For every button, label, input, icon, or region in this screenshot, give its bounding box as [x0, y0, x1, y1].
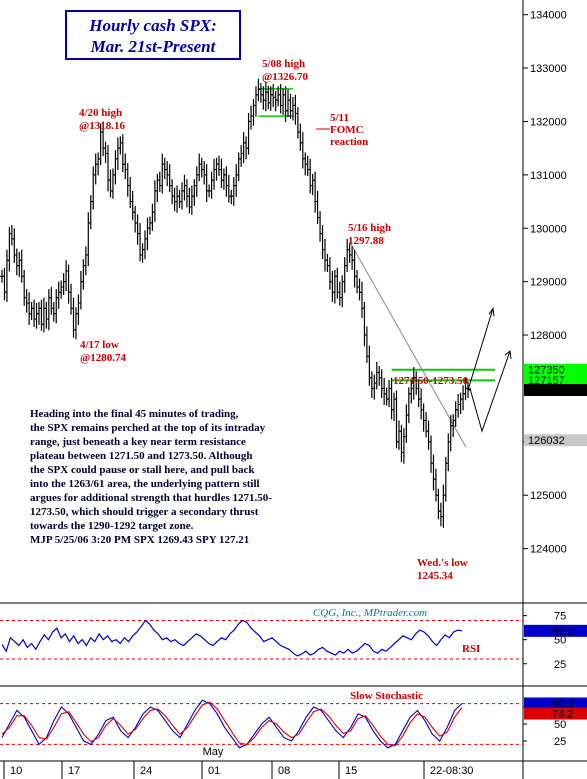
commentary-line-2: the SPX remains perched at the top of it…	[30, 422, 266, 434]
projection-path-1	[467, 308, 494, 391]
commentary-line-9: towards the 1290-1292 target zone.	[30, 520, 194, 532]
annotation-5-11-fomc: 5/11 FOMC reaction	[330, 112, 368, 148]
commentary-line-1: Heading into the final 45 minutes of tra…	[30, 408, 239, 420]
rsi-tick-label: 25	[554, 659, 566, 671]
downtrend-line	[349, 241, 467, 448]
stochastic-k-line	[1, 699, 463, 749]
annotation-5-16-high: 5/16 high 1297.88	[348, 222, 394, 247]
price-flag	[524, 363, 587, 376]
projection-arrow-2	[504, 350, 512, 360]
stochastic-current-flag	[524, 697, 587, 710]
x-axis: May 10 17 24 01 08 15 22-08:30	[3, 746, 473, 779]
price-flag	[524, 434, 587, 447]
resistance-band-label: 1271.50-1273.50	[393, 375, 469, 387]
stochastic-current-label: 74.2	[552, 709, 573, 721]
commentary-line-4: plateau between 1271.50 and 1273.50. Alt…	[30, 450, 252, 462]
commentary-block: Heading into the final 45 minutes of tra…	[30, 408, 272, 546]
annotation-weds-low: Wed.'s low 1245.34	[417, 557, 470, 582]
y-tick-label: 130000	[530, 223, 567, 235]
commentary-line-10: MJP 5/25/06 3:20 PM SPX 1269.43 SPY 127.…	[30, 534, 249, 546]
y-tick-label: 132000	[530, 116, 567, 128]
x-tick-label: 24	[140, 765, 152, 777]
projection-path-2	[467, 350, 511, 433]
stochastic-panel: 75502580.274.2 Slow Stochastic	[0, 690, 587, 762]
x-tick-label: 01	[208, 765, 220, 777]
x-tick-label: 08	[278, 765, 290, 777]
price-flag-label: 127157	[528, 375, 565, 387]
chart-title-line-1: Hourly cash SPX:	[88, 16, 217, 35]
x-tick-label: 10	[10, 765, 22, 777]
y-tick-label: 133000	[530, 63, 567, 75]
rsi-current-flag	[524, 624, 587, 637]
chart-title-box: Hourly cash SPX: Mar. 21st-Present	[65, 10, 241, 60]
price-flag	[524, 384, 587, 397]
commentary-line-5: the SPX could pause or stall here, and p…	[30, 464, 255, 476]
x-tick-label: 22-08:30	[430, 765, 473, 777]
projection-arrow-1	[488, 306, 495, 317]
stochastic-current-flag	[524, 707, 587, 720]
rsi-tick-label: 75	[554, 611, 566, 623]
y-tick-label: 129000	[530, 277, 567, 289]
price-flag-label: 127350	[528, 365, 565, 377]
y-tick-label: 131000	[530, 170, 567, 182]
stochastic-current-label: 80.2	[552, 698, 573, 710]
price-flag	[524, 373, 587, 386]
month-label: May	[203, 746, 224, 758]
chart-title-line-2: Mar. 21st-Present	[90, 37, 217, 56]
x-tick-label: 17	[68, 765, 80, 777]
rsi-current-label: 59.2	[552, 626, 573, 638]
commentary-line-6: into the 1263/61 area, the underlying pa…	[30, 478, 260, 490]
stochastic-tick-label: 50	[554, 719, 566, 731]
stochastic-d-line	[1, 701, 463, 747]
rsi-series-line	[1, 619, 463, 657]
y-tick-label: 134000	[530, 10, 567, 22]
source-credit: CQG, Inc., MPtrader.com	[313, 607, 427, 619]
commentary-line-8: 1273.50, which should trigger a secondar…	[30, 506, 259, 518]
y-tick-label: 128000	[530, 330, 567, 342]
price-flag-label: 126032	[528, 435, 565, 447]
rsi-panel: 75 50 25 59.2 CQG, Inc., MPtrader.com RSI	[0, 602, 587, 687]
y-tick-label: 124000	[530, 544, 567, 556]
commentary-line-3: range, just beneath a key near term resi…	[30, 436, 246, 448]
annotations: 4/20 high @1318.16 5/08 high @1326.70 5/…	[79, 58, 470, 582]
rsi-tick-label: 50	[554, 635, 566, 647]
x-tick-label: 15	[345, 765, 357, 777]
stochastic-tick-label: 25	[554, 736, 566, 748]
commentary-line-7: argues for additional strength that hurd…	[30, 492, 272, 504]
price-flag-label: 126968	[528, 385, 565, 397]
annotation-4-17-low: 4/17 low @1280.74	[80, 339, 126, 364]
annotation-5-08-high: 5/08 high @1326.70	[262, 58, 308, 83]
y-tick-label: 125000	[530, 490, 567, 502]
rsi-title: RSI	[462, 643, 480, 655]
annotation-4-20-high: 4/20 high @1318.16	[79, 107, 125, 132]
stochastic-title: Slow Stochastic	[350, 690, 423, 702]
